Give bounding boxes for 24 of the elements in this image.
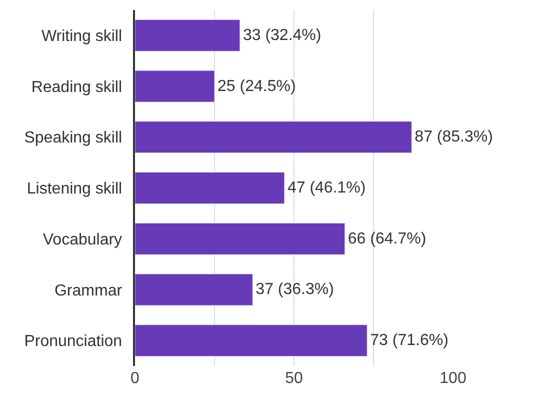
bar (135, 324, 368, 357)
data-label: 25 (24.5%) (218, 78, 296, 95)
y-tick-label: Writing skill (41, 28, 122, 46)
data-label: 37 (36.3%) (256, 281, 334, 298)
x-tick-label: 0 (130, 370, 140, 387)
bar (135, 222, 346, 255)
bar (135, 70, 215, 102)
y-tick-label: Reading skill (31, 78, 122, 96)
y-tick-label: Vocabulary (42, 231, 122, 248)
bar (135, 19, 240, 52)
data-label: 66 (64.7%) (348, 230, 426, 248)
y-tick-label: Grammar (54, 282, 123, 300)
data-label: 73 (71.6%) (370, 332, 448, 350)
data-label: 47 (46.1%) (287, 180, 366, 196)
x-tick-label: 100 (440, 370, 466, 387)
y-tick-label: Pronunciation (24, 333, 122, 350)
y-tick-label: Listening skill (26, 180, 122, 198)
y-tick-label: Speaking skill (24, 130, 122, 147)
bar (135, 274, 253, 306)
bar (135, 172, 285, 204)
bar (135, 121, 412, 154)
data-label: 87 (85.3%) (414, 128, 493, 146)
data-label: 33 (32.4%) (242, 26, 322, 44)
x-tick-label: 50 (285, 370, 303, 387)
